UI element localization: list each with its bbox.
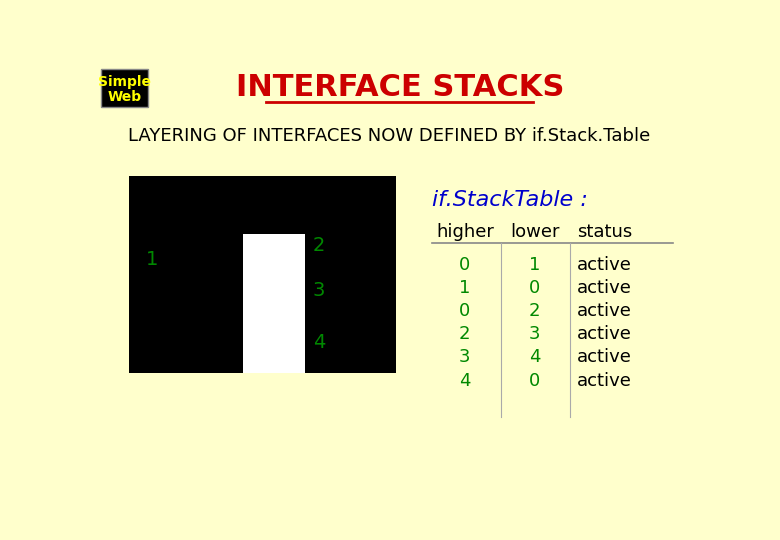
Text: 2: 2 (459, 325, 470, 343)
Text: active: active (577, 302, 632, 320)
Text: 2: 2 (313, 237, 325, 255)
Bar (129, 177, 396, 373)
Text: active: active (577, 325, 632, 343)
Text: Simple: Simple (98, 75, 151, 89)
Text: active: active (577, 279, 632, 297)
Bar (101, 69, 148, 107)
Text: if.StackTable :: if.StackTable : (432, 190, 588, 210)
Text: INTERFACE STACKS: INTERFACE STACKS (236, 73, 564, 103)
Text: LAYERING OF INTERFACES NOW DEFINED BY if.Stack.Table: LAYERING OF INTERFACES NOW DEFINED BY if… (129, 127, 651, 145)
Text: 0: 0 (459, 256, 470, 274)
Text: 4: 4 (529, 348, 541, 367)
Text: active: active (577, 348, 632, 367)
Text: Web: Web (108, 90, 142, 104)
Text: 1: 1 (146, 250, 158, 269)
Text: 3: 3 (313, 281, 325, 300)
Text: 0: 0 (529, 279, 541, 297)
Text: 3: 3 (459, 348, 470, 367)
Text: lower: lower (510, 223, 559, 241)
Text: 1: 1 (529, 256, 541, 274)
Text: status: status (576, 223, 632, 241)
Text: higher: higher (436, 223, 494, 241)
Text: 1: 1 (459, 279, 470, 297)
Bar (243, 234, 305, 373)
Text: 2: 2 (529, 302, 541, 320)
Text: 3: 3 (529, 325, 541, 343)
Text: active: active (577, 372, 632, 389)
Text: 4: 4 (313, 333, 325, 352)
Text: 0: 0 (459, 302, 470, 320)
Text: 4: 4 (459, 372, 470, 389)
Text: 0: 0 (529, 372, 541, 389)
Text: active: active (577, 256, 632, 274)
